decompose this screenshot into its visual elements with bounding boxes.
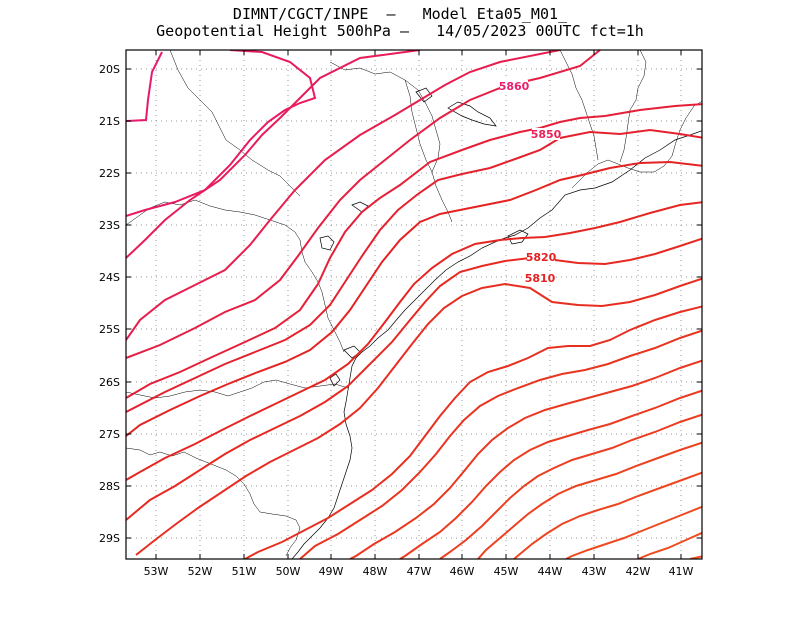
map-title: DIMNT/CGCT/INPE – Model Eta05_M01_ Geopo… xyxy=(0,6,800,40)
height-contour xyxy=(126,50,561,341)
height-contour xyxy=(126,128,702,413)
lat-tick-label: 20S xyxy=(99,63,120,76)
height-contour xyxy=(126,50,421,259)
height-contour xyxy=(135,277,702,556)
latitude-labels: 20S 21S 22S 23S 24S 25S 26S 27S 28S 29S xyxy=(99,63,120,545)
height-contour xyxy=(126,201,702,481)
lon-tick-label: 51W xyxy=(232,565,257,578)
height-contour xyxy=(565,505,702,559)
lat-tick-label: 29S xyxy=(99,532,120,545)
title-line-1: DIMNT/CGCT/INPE – Model Eta05_M01_ xyxy=(232,5,568,23)
axis-ticks xyxy=(126,50,702,559)
contour-label: 5820 xyxy=(526,251,557,264)
height-contour xyxy=(126,103,702,399)
contour-label-bg xyxy=(500,80,528,92)
height-contour xyxy=(477,441,702,559)
height-contour xyxy=(126,160,702,437)
height-contour xyxy=(439,413,702,559)
contour-label: 5850 xyxy=(531,128,562,141)
lat-tick-label: 25S xyxy=(99,323,120,336)
height-contour xyxy=(126,50,317,217)
lon-tick-label: 50W xyxy=(276,565,301,578)
height-contour xyxy=(399,389,702,559)
contour-label-bg xyxy=(526,272,554,284)
map-frame xyxy=(125,49,703,560)
lat-tick-label: 28S xyxy=(99,480,120,493)
height-contour xyxy=(513,471,702,559)
contour-labels: 5860 5850 5820 5810 xyxy=(499,80,562,285)
lon-tick-label: 47W xyxy=(407,565,432,578)
height-contour xyxy=(244,305,702,559)
contour-label: 5860 xyxy=(499,80,530,93)
height-contour xyxy=(126,51,163,122)
height-contour xyxy=(126,237,702,521)
lon-tick-label: 53W xyxy=(144,565,169,578)
longitude-labels: 53W 52W 51W 50W 49W 48W 47W 46W 45W 44W 43W 42W 41W xyxy=(144,565,694,578)
contour-label-bg xyxy=(532,128,560,140)
lon-tick-label: 48W xyxy=(363,565,388,578)
lon-tick-label: 43W xyxy=(582,565,607,578)
lat-tick-label: 22S xyxy=(99,167,120,180)
lon-tick-label: 52W xyxy=(188,565,213,578)
lon-tick-label: 42W xyxy=(626,565,651,578)
contour-label-bg xyxy=(527,251,555,263)
height-contours xyxy=(126,50,702,559)
lat-tick-label: 21S xyxy=(99,115,120,128)
lon-tick-label: 46W xyxy=(450,565,475,578)
contour-label: 5810 xyxy=(525,272,556,285)
coastline xyxy=(291,87,702,559)
lat-tick-label: 24S xyxy=(99,271,120,284)
height-contour xyxy=(126,50,601,359)
lon-tick-label: 41W xyxy=(669,565,694,578)
lon-tick-label: 45W xyxy=(494,565,519,578)
lat-tick-label: 23S xyxy=(99,219,120,232)
height-contour xyxy=(299,329,702,559)
height-contour xyxy=(637,531,702,559)
title-line-2: Geopotential Height 500hPa – 14/05/2023 … xyxy=(156,22,644,40)
lon-tick-label: 49W xyxy=(319,565,344,578)
lon-tick-label: 44W xyxy=(538,565,563,578)
height-contour xyxy=(349,359,702,559)
lat-tick-label: 27S xyxy=(99,428,120,441)
lat-tick-label: 26S xyxy=(99,376,120,389)
